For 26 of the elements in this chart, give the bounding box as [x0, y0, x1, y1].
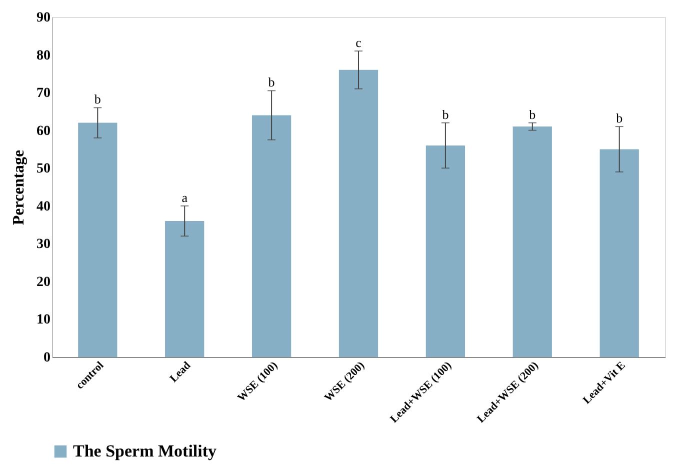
y-tick-label: 80 [36, 48, 50, 64]
y-tick-label: 30 [36, 237, 50, 252]
annotation: a [182, 190, 188, 205]
annotation: b [268, 74, 275, 90]
annotation: b [616, 110, 623, 126]
y-axis-title: Percentage [10, 150, 28, 226]
bar [252, 115, 292, 357]
bar [600, 149, 639, 357]
bar [338, 70, 378, 357]
y-tick-label: 0 [44, 350, 50, 366]
y-tick-label: 60 [36, 124, 50, 139]
y-tick-label: 50 [36, 162, 50, 177]
bar [426, 145, 466, 357]
y-tick-label: 90 [36, 10, 50, 26]
y-tick-label: 40 [36, 199, 50, 214]
annotation: b [94, 92, 101, 107]
annotation: b [529, 106, 536, 122]
bar [78, 122, 118, 357]
bar [165, 221, 204, 357]
y-tick-label: 70 [36, 86, 50, 102]
annotation: c [356, 35, 362, 50]
bar [512, 126, 552, 357]
y-tick-label: 20 [36, 274, 50, 290]
y-tick-label: 10 [36, 312, 50, 328]
annotation: b [442, 106, 449, 122]
legend-label: The Sperm Motility [73, 442, 218, 460]
